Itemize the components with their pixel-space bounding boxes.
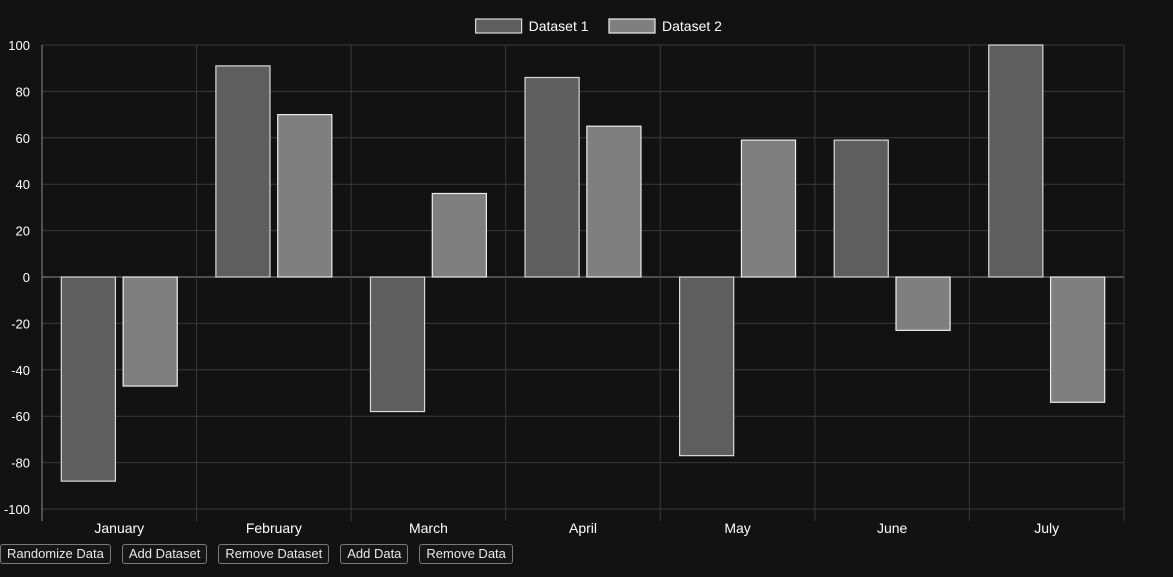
remove-data-button[interactable]: Remove Data: [419, 544, 513, 564]
legend-label: Dataset 2: [662, 18, 722, 34]
legend-item-dataset-2[interactable]: Dataset 2: [608, 18, 722, 34]
x-tick-label: May: [724, 520, 750, 536]
bar-dataset-1-march[interactable]: [369, 276, 426, 413]
legend-swatch: [475, 18, 523, 34]
bar-dataset-1-february[interactable]: [215, 65, 271, 278]
x-tick-label: July: [1034, 520, 1059, 536]
bar-dataset-1-may[interactable]: [679, 276, 735, 457]
bar-dataset-1-july[interactable]: [988, 44, 1044, 278]
bar-dataset-2-june[interactable]: [895, 276, 951, 331]
y-tick-label: 80: [16, 84, 30, 99]
bars: [60, 44, 1106, 482]
x-tick-label: January: [94, 520, 144, 536]
y-tick-label: -20: [11, 316, 30, 331]
y-tick-label: 100: [8, 38, 30, 53]
x-tick-label: March: [409, 520, 448, 536]
bar-dataset-2-march[interactable]: [431, 192, 487, 278]
y-tick-label: 20: [16, 224, 30, 239]
y-tick-label: -80: [11, 456, 30, 471]
chart-controls: Randomize Data Add Dataset Remove Datase…: [0, 544, 513, 564]
x-tick-label: February: [246, 520, 302, 536]
y-tick-label: -60: [11, 409, 30, 424]
add-dataset-button[interactable]: Add Dataset: [121, 544, 208, 564]
x-tick-label: June: [877, 520, 908, 536]
randomize-data-button[interactable]: Randomize Data: [0, 544, 111, 564]
bar-chart: 100 80 60 40 20 0 -20 -40 -60 -80 -100 January Febru…: [4, 18, 1125, 536]
y-tick-label: 60: [16, 131, 30, 146]
x-tick-label: April: [569, 520, 597, 536]
y-tick-label: -40: [11, 363, 30, 378]
legend[interactable]: Dataset 1 Dataset 2: [475, 18, 723, 34]
axes: 100 80 60 40 20 0 -20 -40 -60 -80 -100 January Febru…: [4, 38, 1059, 536]
bar-dataset-1-june[interactable]: [833, 139, 889, 278]
legend-swatch: [608, 18, 656, 34]
legend-item-dataset-1[interactable]: Dataset 1: [475, 18, 589, 34]
bar-dataset-2-april[interactable]: [586, 125, 642, 278]
bar-dataset-2-july[interactable]: [1049, 276, 1106, 403]
bar-dataset-2-january[interactable]: [122, 276, 178, 387]
add-data-button[interactable]: Add Data: [340, 544, 409, 564]
y-tick-label: 40: [16, 177, 30, 192]
y-tick-label: 0: [23, 270, 30, 285]
remove-dataset-button[interactable]: Remove Dataset: [218, 544, 330, 564]
legend-label: Dataset 1: [529, 18, 589, 34]
bar-dataset-2-may[interactable]: [740, 139, 797, 278]
y-tick-label: -100: [4, 502, 30, 517]
bar-dataset-2-february[interactable]: [277, 113, 333, 278]
bar-dataset-1-january[interactable]: [60, 276, 117, 482]
bar-dataset-1-april[interactable]: [524, 76, 580, 278]
grid: [41, 44, 1125, 521]
